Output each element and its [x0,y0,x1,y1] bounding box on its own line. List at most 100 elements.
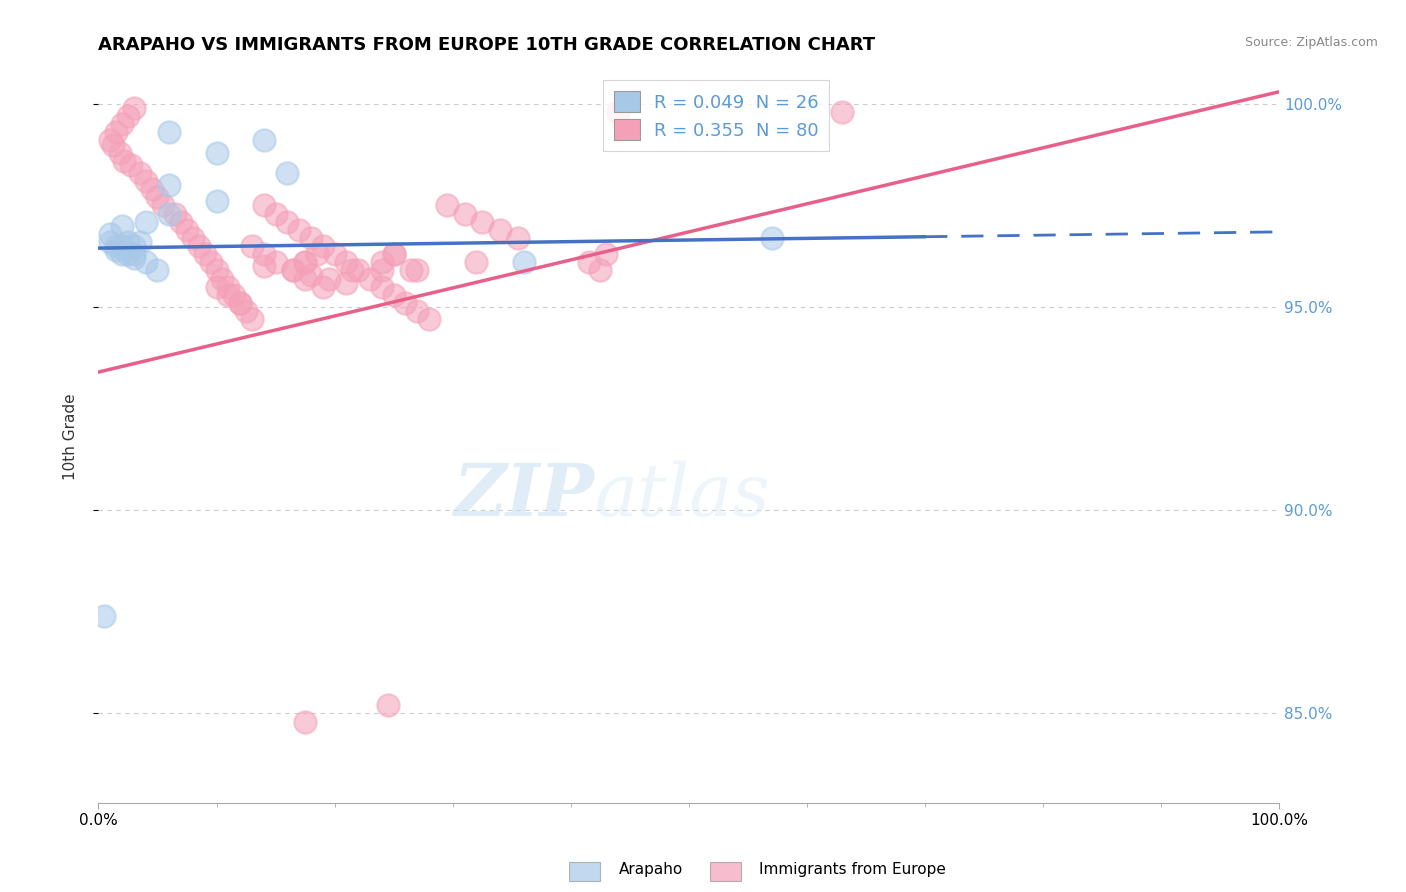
Point [312,279,335,293]
Point [506,231,529,245]
Point [111,239,134,253]
Point [335,276,357,290]
Point [512,255,534,269]
Point [318,271,340,285]
Point [831,105,853,120]
Point [465,255,488,269]
Point [359,271,381,285]
Point [194,247,217,261]
Point [122,252,145,266]
Point [305,247,328,261]
Point [240,312,263,326]
Point [283,263,305,277]
Point [294,714,316,729]
Point [294,255,316,269]
Point [105,125,128,139]
Point [235,304,257,318]
Text: ARAPAHO VS IMMIGRANTS FROM EUROPE 10TH GRADE CORRELATION CHART: ARAPAHO VS IMMIGRANTS FROM EUROPE 10TH G… [98,36,876,54]
Point [105,239,128,253]
Point [371,263,394,277]
Point [294,271,316,285]
Point [406,263,429,277]
Point [418,312,440,326]
Point [217,279,239,293]
Point [205,194,228,209]
Point [117,109,139,123]
Legend: R = 0.049  N = 26, R = 0.355  N = 80: R = 0.049 N = 26, R = 0.355 N = 80 [603,80,830,151]
Point [761,231,783,245]
Point [181,231,204,245]
Text: atlas: atlas [595,460,770,531]
Point [299,231,322,245]
Point [217,288,239,302]
Point [382,247,405,261]
Point [157,125,180,139]
Point [253,260,276,274]
Point [117,247,139,261]
Point [122,239,145,253]
Text: ZIP: ZIP [454,460,595,531]
Point [98,227,121,241]
Point [394,296,416,310]
Point [141,182,163,196]
Point [607,105,630,120]
Y-axis label: 10th Grade: 10th Grade [63,393,77,481]
Text: Immigrants from Europe: Immigrants from Europe [759,863,946,877]
Point [187,239,209,253]
Text: Arapaho: Arapaho [619,863,683,877]
Point [165,206,187,220]
Point [135,255,157,269]
Point [122,101,145,115]
Point [176,223,198,237]
Point [112,153,135,168]
Point [299,268,322,282]
Point [335,255,357,269]
Point [98,133,121,147]
Point [152,198,174,212]
Point [157,206,180,220]
Point [122,247,145,261]
Point [406,304,429,318]
Point [205,263,228,277]
Point [471,215,494,229]
Point [211,271,233,285]
Point [200,255,222,269]
Point [108,145,131,160]
Point [276,166,298,180]
Point [347,263,370,277]
Point [312,239,335,253]
Point [283,263,305,277]
Point [146,263,169,277]
Point [135,215,157,229]
Point [111,117,134,131]
Point [128,166,150,180]
Point [93,608,115,623]
Point [205,145,228,160]
Point [253,198,276,212]
Point [294,255,316,269]
Point [453,206,475,220]
Text: Source: ZipAtlas.com: Source: ZipAtlas.com [1244,36,1378,49]
Point [382,247,405,261]
Point [135,174,157,188]
Point [253,133,276,147]
Point [240,239,263,253]
Point [595,247,617,261]
Point [101,137,124,152]
Point [382,288,405,302]
Point [128,235,150,249]
Point [157,178,180,193]
Point [264,206,287,220]
Point [401,263,423,277]
Point [105,243,128,257]
Point [117,235,139,249]
Point [264,255,287,269]
Point [276,215,298,229]
Point [323,247,346,261]
Point [111,219,134,233]
Point [589,263,612,277]
Point [170,215,193,229]
Point [111,247,134,261]
Point [436,198,458,212]
Point [288,223,311,237]
